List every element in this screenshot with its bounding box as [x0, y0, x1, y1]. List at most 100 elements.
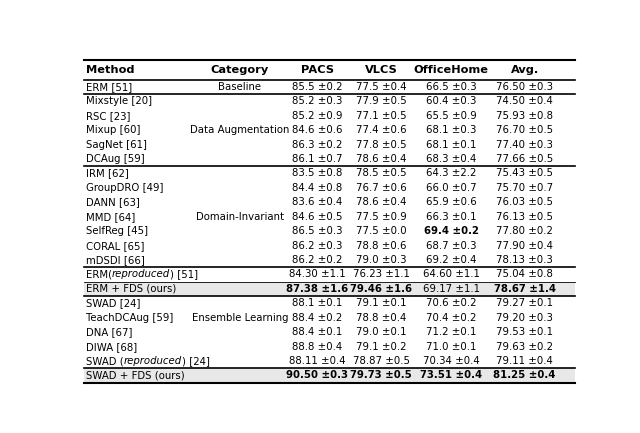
Text: Mixup [60]: Mixup [60]	[86, 125, 140, 135]
Text: GroupDRO [49]: GroupDRO [49]	[86, 183, 163, 193]
Text: 88.11 ±0.4: 88.11 ±0.4	[289, 356, 346, 366]
Text: 90.50 ±0.3: 90.50 ±0.3	[286, 371, 348, 381]
Text: reproduced: reproduced	[112, 269, 170, 279]
Text: 66.5 ±0.3: 66.5 ±0.3	[426, 82, 476, 92]
Text: 85.5 ±0.2: 85.5 ±0.2	[292, 82, 342, 92]
Text: 86.2 ±0.3: 86.2 ±0.3	[292, 241, 342, 251]
Text: Avg.: Avg.	[511, 65, 539, 75]
Text: 88.1 ±0.1: 88.1 ±0.1	[292, 298, 342, 308]
Text: 84.30 ±1.1: 84.30 ±1.1	[289, 269, 346, 279]
Text: 88.4 ±0.2: 88.4 ±0.2	[292, 313, 342, 323]
Text: RSC [23]: RSC [23]	[86, 111, 131, 121]
Text: 77.9 ±0.5: 77.9 ±0.5	[356, 96, 406, 106]
Text: 79.27 ±0.1: 79.27 ±0.1	[496, 298, 553, 308]
Text: 64.60 ±1.1: 64.60 ±1.1	[422, 269, 479, 279]
Bar	[84, 368, 575, 383]
Text: 83.5 ±0.8: 83.5 ±0.8	[292, 168, 342, 178]
Text: DANN [63]: DANN [63]	[86, 197, 140, 207]
Text: 75.43 ±0.5: 75.43 ±0.5	[496, 168, 553, 178]
Text: 76.50 ±0.3: 76.50 ±0.3	[496, 82, 553, 92]
Text: 65.9 ±0.6: 65.9 ±0.6	[426, 197, 476, 207]
Text: 79.0 ±0.3: 79.0 ±0.3	[356, 255, 406, 265]
Text: DIWA [68]: DIWA [68]	[86, 342, 137, 352]
Text: 73.51 ±0.4: 73.51 ±0.4	[420, 371, 482, 381]
Text: 75.93 ±0.8: 75.93 ±0.8	[496, 111, 553, 121]
Text: 68.3 ±0.4: 68.3 ±0.4	[426, 154, 476, 164]
Text: ERM [51]: ERM [51]	[86, 82, 132, 92]
Text: 86.1 ±0.7: 86.1 ±0.7	[292, 154, 342, 164]
Text: MMD [64]: MMD [64]	[86, 212, 135, 222]
Text: 64.3 ±2.2: 64.3 ±2.2	[426, 168, 476, 178]
Text: 84.4 ±0.8: 84.4 ±0.8	[292, 183, 342, 193]
Text: 77.90 ±0.4: 77.90 ±0.4	[496, 241, 553, 251]
Text: Baseline: Baseline	[218, 82, 261, 92]
Text: SWAD [24]: SWAD [24]	[86, 298, 140, 308]
Text: 86.5 ±0.3: 86.5 ±0.3	[292, 226, 342, 236]
Text: 76.70 ±0.5: 76.70 ±0.5	[496, 125, 553, 135]
Text: ) [51]: ) [51]	[170, 269, 198, 279]
Text: 68.7 ±0.3: 68.7 ±0.3	[426, 241, 476, 251]
Text: 79.1 ±0.1: 79.1 ±0.1	[356, 298, 406, 308]
Text: 86.2 ±0.2: 86.2 ±0.2	[292, 255, 342, 265]
Text: 65.5 ±0.9: 65.5 ±0.9	[426, 111, 476, 121]
Text: 87.38 ±1.6: 87.38 ±1.6	[286, 284, 348, 294]
Text: 79.11 ±0.4: 79.11 ±0.4	[496, 356, 553, 366]
Text: Category: Category	[211, 65, 269, 75]
Text: 70.4 ±0.2: 70.4 ±0.2	[426, 313, 476, 323]
Text: 69.17 ±1.1: 69.17 ±1.1	[422, 284, 479, 294]
Text: 81.25 ±0.4: 81.25 ±0.4	[493, 371, 556, 381]
Text: 83.6 ±0.4: 83.6 ±0.4	[292, 197, 342, 207]
Text: 78.8 ±0.4: 78.8 ±0.4	[356, 313, 406, 323]
Text: ERM(: ERM(	[86, 269, 112, 279]
Text: Domain-Invariant: Domain-Invariant	[196, 212, 284, 222]
Text: 77.66 ±0.5: 77.66 ±0.5	[496, 154, 554, 164]
Text: 76.7 ±0.6: 76.7 ±0.6	[356, 183, 406, 193]
Text: 79.46 ±1.6: 79.46 ±1.6	[350, 284, 412, 294]
Text: 75.70 ±0.7: 75.70 ±0.7	[496, 183, 553, 193]
Text: IRM [62]: IRM [62]	[86, 168, 129, 178]
Text: 77.1 ±0.5: 77.1 ±0.5	[356, 111, 406, 121]
Text: SelfReg [45]: SelfReg [45]	[86, 226, 148, 236]
Text: 79.53 ±0.1: 79.53 ±0.1	[496, 327, 553, 337]
Text: 76.03 ±0.5: 76.03 ±0.5	[496, 197, 553, 207]
Text: 79.73 ±0.5: 79.73 ±0.5	[350, 371, 412, 381]
Text: SWAD + FDS (ours): SWAD + FDS (ours)	[86, 371, 185, 381]
Text: 70.34 ±0.4: 70.34 ±0.4	[422, 356, 479, 366]
Text: 86.3 ±0.2: 86.3 ±0.2	[292, 139, 342, 149]
Text: 71.2 ±0.1: 71.2 ±0.1	[426, 327, 476, 337]
Text: Data Augmentation: Data Augmentation	[190, 125, 289, 135]
Text: OfficeHome: OfficeHome	[413, 65, 488, 75]
Text: 74.50 ±0.4: 74.50 ±0.4	[496, 96, 553, 106]
Text: CORAL [65]: CORAL [65]	[86, 241, 145, 251]
Text: 69.4 ±0.2: 69.4 ±0.2	[424, 226, 479, 236]
Text: 79.63 ±0.2: 79.63 ±0.2	[496, 342, 553, 352]
Text: DNA [67]: DNA [67]	[86, 327, 132, 337]
Text: 60.4 ±0.3: 60.4 ±0.3	[426, 96, 476, 106]
Text: Mixstyle [20]: Mixstyle [20]	[86, 96, 152, 106]
Text: 71.0 ±0.1: 71.0 ±0.1	[426, 342, 476, 352]
Text: 77.4 ±0.6: 77.4 ±0.6	[356, 125, 406, 135]
Text: 78.87 ±0.5: 78.87 ±0.5	[353, 356, 410, 366]
Text: 84.6 ±0.5: 84.6 ±0.5	[292, 212, 342, 222]
Text: mDSDI [66]: mDSDI [66]	[86, 255, 145, 265]
Text: 88.8 ±0.4: 88.8 ±0.4	[292, 342, 342, 352]
Text: 84.6 ±0.6: 84.6 ±0.6	[292, 125, 342, 135]
Text: PACS: PACS	[301, 65, 333, 75]
Text: Ensemble Learning: Ensemble Learning	[191, 313, 288, 323]
Text: 78.67 ±1.4: 78.67 ±1.4	[493, 284, 556, 294]
Text: ERM + FDS (ours): ERM + FDS (ours)	[86, 284, 177, 294]
Text: VLCS: VLCS	[365, 65, 397, 75]
Text: 66.3 ±0.1: 66.3 ±0.1	[426, 212, 476, 222]
Text: 66.0 ±0.7: 66.0 ±0.7	[426, 183, 476, 193]
Text: SagNet [61]: SagNet [61]	[86, 139, 147, 149]
Text: 79.1 ±0.2: 79.1 ±0.2	[356, 342, 406, 352]
Text: 79.0 ±0.1: 79.0 ±0.1	[356, 327, 406, 337]
Text: 75.04 ±0.8: 75.04 ±0.8	[496, 269, 553, 279]
Text: ) [24]: ) [24]	[182, 356, 210, 366]
Bar	[84, 282, 575, 296]
Text: 78.8 ±0.6: 78.8 ±0.6	[356, 241, 406, 251]
Text: SWAD (: SWAD (	[86, 356, 124, 366]
Text: 77.5 ±0.9: 77.5 ±0.9	[356, 212, 406, 222]
Text: 77.5 ±0.4: 77.5 ±0.4	[356, 82, 406, 92]
Text: 68.1 ±0.3: 68.1 ±0.3	[426, 125, 476, 135]
